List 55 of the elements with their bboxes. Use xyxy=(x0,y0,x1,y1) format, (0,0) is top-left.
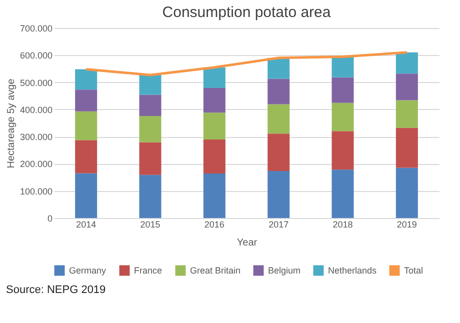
legend-label: Belgium xyxy=(268,266,301,276)
y-axis-title: Hectareage 5y avge xyxy=(6,78,17,168)
bar xyxy=(268,58,290,79)
bar xyxy=(203,173,226,218)
y-tick-label: 300.000 xyxy=(20,132,52,142)
bar xyxy=(396,52,418,74)
line-series xyxy=(84,51,408,76)
x-tick-label: 2017 xyxy=(268,220,289,230)
x-tick-label: 2015 xyxy=(140,220,160,230)
x-tick-label: 2019 xyxy=(396,220,417,230)
bar xyxy=(396,74,418,100)
bar xyxy=(332,170,354,218)
bar xyxy=(332,56,354,78)
x-tick-label: 2014 xyxy=(76,220,96,230)
y-tick-label: 400.000 xyxy=(20,104,52,115)
bar xyxy=(268,171,290,218)
bar xyxy=(332,77,354,103)
bar xyxy=(203,67,226,88)
y-tick-label: 700.000 xyxy=(20,24,52,34)
bar xyxy=(75,173,98,218)
y-tick-label: 200.000 xyxy=(20,159,52,170)
bar xyxy=(75,90,98,112)
bar xyxy=(75,111,98,140)
bar xyxy=(75,69,98,90)
bar xyxy=(396,168,418,218)
y-tick-label: 100.000 xyxy=(20,186,52,196)
bar xyxy=(268,104,290,134)
bar xyxy=(203,88,226,113)
bar xyxy=(75,140,98,174)
legend-label: Great Britain xyxy=(190,266,241,276)
legend-label: France xyxy=(134,266,162,276)
source-note: Source: NEPG 2019 xyxy=(5,283,107,298)
bar xyxy=(396,100,418,128)
legend-label: Netherlands xyxy=(328,266,378,276)
x-tick-label: 2016 xyxy=(204,220,224,230)
bar xyxy=(139,142,162,175)
bar xyxy=(203,140,226,174)
bar xyxy=(268,78,290,104)
y-tick-label: 0 xyxy=(47,214,52,224)
bar xyxy=(396,128,418,168)
chart-title: Consumption potato area xyxy=(162,4,332,21)
bar xyxy=(332,102,354,132)
bar xyxy=(139,94,162,116)
bar xyxy=(332,131,354,170)
legend-label: Total xyxy=(404,266,424,276)
bar xyxy=(139,74,162,95)
x-tick-label: 2018 xyxy=(332,220,353,230)
bar xyxy=(139,174,162,218)
legend-label: Germany xyxy=(69,266,107,276)
y-tick-label: 600.000 xyxy=(20,50,52,61)
bar xyxy=(203,112,226,140)
y-tick-label: 500.000 xyxy=(20,78,52,88)
bar xyxy=(139,116,162,142)
x-axis-title: Year xyxy=(236,238,258,248)
bar xyxy=(268,134,290,172)
